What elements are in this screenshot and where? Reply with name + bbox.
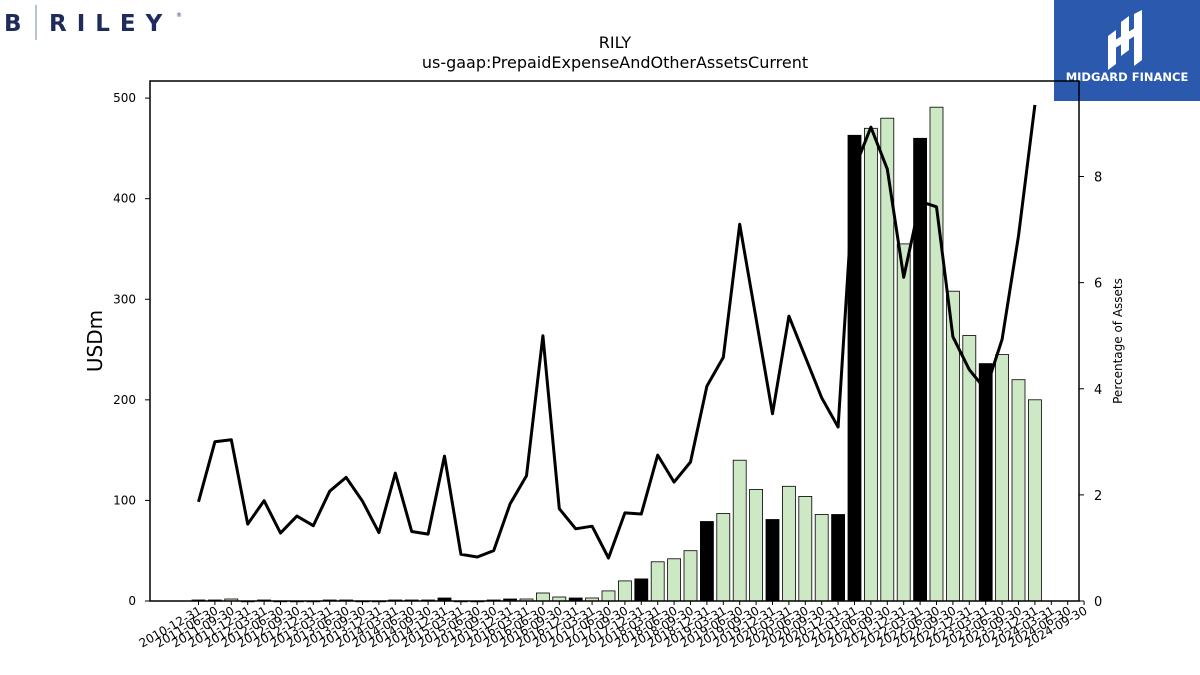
bar — [667, 558, 681, 602]
bar — [1028, 399, 1042, 602]
bar — [749, 488, 763, 602]
bar-series — [191, 106, 1042, 603]
chart-subtitle: us-gaap:PrepaidExpenseAndOtherAssetsCurr… — [422, 53, 808, 72]
y-axis-right-ticks: 0 2 4 6 8 — [1079, 171, 1102, 610]
y2-tick-label: 4 — [1094, 383, 1102, 398]
y2-tick-label: 2 — [1094, 489, 1102, 504]
logo-letter-b: B — [4, 11, 22, 37]
y-axis-left-ticks: 0 100 200 300 400 500 — [113, 91, 150, 608]
bar — [929, 106, 944, 602]
bar — [732, 459, 747, 602]
bar — [536, 592, 550, 602]
bar — [798, 495, 813, 602]
bar — [995, 354, 1009, 602]
bar — [683, 550, 698, 602]
bar — [765, 519, 780, 602]
bar — [864, 127, 878, 602]
bar — [896, 243, 911, 602]
bar — [978, 363, 993, 602]
bar — [716, 513, 731, 602]
y2-tick-label: 6 — [1094, 277, 1102, 292]
plot-frame — [149, 80, 1080, 602]
midgard-finance-logo: MIDGARD FINANCE — [1054, 0, 1200, 101]
bar — [634, 578, 649, 602]
logo-word-riley: RILEY — [49, 11, 172, 37]
y-tick-label: 200 — [113, 393, 136, 407]
y2-tick-label: 8 — [1094, 171, 1102, 186]
b-riley-logo: B RILEY ® — [4, 5, 182, 40]
y-tick-label: 100 — [113, 493, 136, 507]
chart-title: RILY — [599, 33, 632, 52]
y2-axis-label: Percentage of Assets — [1111, 278, 1125, 404]
bar — [831, 514, 845, 602]
y2-tick-label: 0 — [1094, 595, 1102, 610]
midgard-emblem-icon — [1108, 10, 1142, 70]
logo-registered-mark: ® — [176, 12, 182, 19]
bar — [782, 485, 796, 602]
y-tick-label: 500 — [113, 91, 136, 105]
bar — [618, 580, 632, 602]
logo-brand-name: MIDGARD FINANCE — [1066, 70, 1189, 84]
y-tick-label: 300 — [113, 292, 136, 306]
y-tick-label: 0 — [128, 594, 136, 608]
y-tick-label: 400 — [113, 192, 136, 206]
bar — [1011, 379, 1026, 602]
percentage-line — [197, 104, 1037, 560]
bar — [700, 521, 714, 602]
bar — [650, 561, 665, 602]
bar — [847, 134, 862, 602]
bar — [814, 514, 829, 602]
x-axis-ticks: 2010-12-312011-06-302011-09-302011-12-31… — [137, 601, 1090, 650]
y-axis-label: USDm — [83, 310, 107, 372]
bar — [601, 590, 616, 602]
